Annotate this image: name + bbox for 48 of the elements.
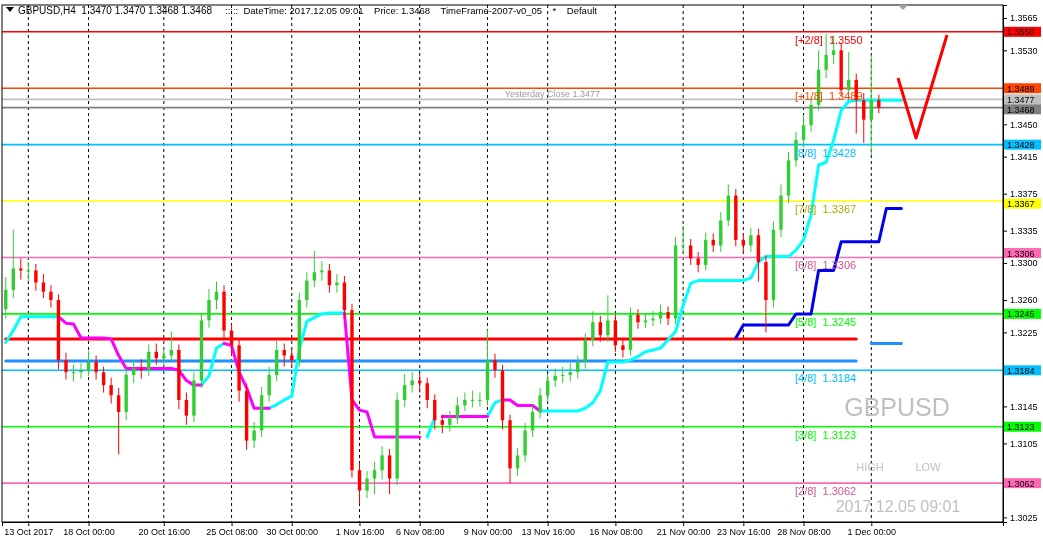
annotation: [4/8] 1.3184 <box>795 372 857 385</box>
x-tick-label: 9 Nov 00:00 <box>463 527 513 538</box>
y-tick-label: 1.3225 <box>1010 327 1038 338</box>
annotation: 2017.12.05 09:01 <box>835 498 961 515</box>
ref-line-label: 1.3550 <box>1007 27 1035 38</box>
x-tick-label: 1 Nov 16:00 <box>335 527 385 538</box>
annotation: GBPUSD <box>844 393 950 421</box>
y-tick-label: 1.3260 <box>1010 295 1038 306</box>
annotation: GBPUSD,H4 1.3470 1.3470 1.3468 1.3468 <box>18 5 213 16</box>
annotation: Yesterday Close 1.3477 <box>504 89 600 100</box>
y-tick-label: 1.3300 <box>1010 258 1038 269</box>
x-tick-label: 16 Nov 08:00 <box>589 527 643 538</box>
annotation: [5/8] 1.3245 <box>795 315 857 328</box>
y-tick-label: 1.3530 <box>1010 45 1038 56</box>
ref-line-label: 1.3184 <box>1007 365 1035 376</box>
ref-line-label: 1.3428 <box>1007 140 1035 151</box>
annotation: HIGH <box>856 461 884 473</box>
y-tick-label: 1.3565 <box>1010 13 1038 24</box>
x-tick-label: 18 Oct 00:00 <box>63 527 115 538</box>
ref-line-label: 1.3123 <box>1007 422 1035 433</box>
ref-line-label: 1.3306 <box>1007 248 1035 259</box>
annotation: LOW <box>915 461 942 473</box>
x-tick-label: 25 Oct 08:00 <box>206 527 258 538</box>
x-tick-label: 6 Nov 08:00 <box>395 527 445 538</box>
annotation: [3/8] 1.3123 <box>795 428 857 441</box>
ref-line-label: 1.3367 <box>1007 199 1035 210</box>
y-tick-label: 1.3145 <box>1010 401 1038 412</box>
y-tick-label: 1.3450 <box>1010 119 1038 130</box>
ref-line-label: 1.3468 <box>1007 104 1035 115</box>
x-tick-label: 13 Oct 2017 <box>4 527 54 538</box>
ref-line-label: 1.3062 <box>1007 478 1035 489</box>
y-tick-label: 1.3105 <box>1010 438 1038 449</box>
x-tick-label: 30 Oct 00:00 <box>266 527 319 538</box>
ref-line-label: 1.3489 <box>1007 83 1035 94</box>
x-tick-label: 23 Nov 16:00 <box>717 527 771 538</box>
y-tick-label: 1.3025 <box>1010 512 1038 523</box>
ref-line-label: 1.3245 <box>1007 309 1035 320</box>
ref-line-label: 1.3477 <box>1007 94 1035 105</box>
x-tick-label: 28 Nov 08:00 <box>777 527 831 538</box>
annotation: ::::: DateTime: 2017.12.05 09:01 Price: 1.3468 TimeFrame-2007-v0_05 * Default <box>225 5 598 16</box>
x-tick-label: 21 Nov 00:00 <box>656 527 711 538</box>
x-tick-label: 13 Nov 16:00 <box>521 527 575 538</box>
x-tick-label: 1 Dec 00:00 <box>847 527 897 538</box>
x-tick-label: 20 Oct 16:00 <box>138 527 191 538</box>
y-tick-label: 1.3335 <box>1010 226 1038 237</box>
annotation: [2/8] 1.3062 <box>795 485 857 498</box>
y-tick-label: 1.3375 <box>1010 189 1038 200</box>
y-tick-label: 1.3415 <box>1010 152 1038 163</box>
